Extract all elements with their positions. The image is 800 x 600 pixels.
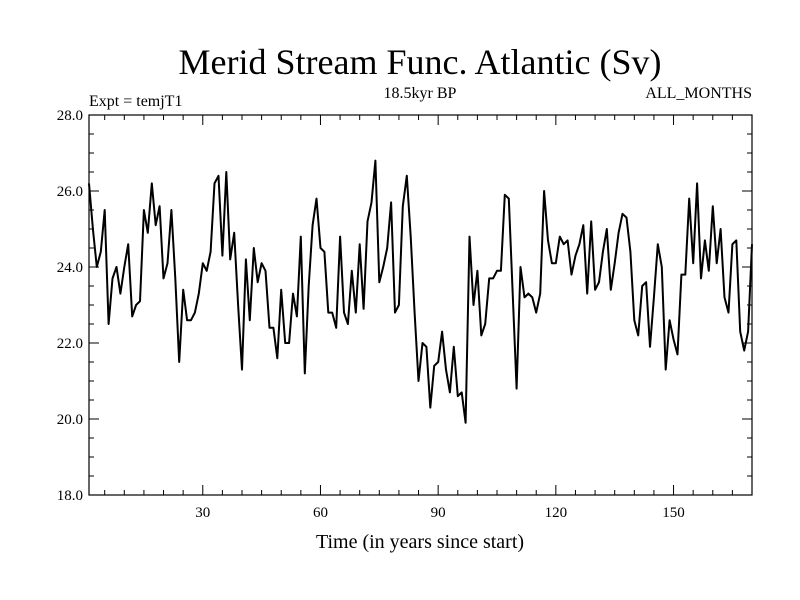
chart-title: Merid Stream Func. Atlantic (Sv) bbox=[179, 42, 662, 82]
x-tick-label: 30 bbox=[195, 505, 210, 521]
y-tick-label: 24.0 bbox=[57, 260, 83, 276]
x-tick-label: 60 bbox=[313, 505, 328, 521]
y-tick-label: 26.0 bbox=[57, 184, 83, 200]
months-label: ALL_MONTHS bbox=[645, 85, 752, 102]
x-axis-title: Time (in years since start) bbox=[316, 531, 524, 553]
y-tick-label: 28.0 bbox=[57, 108, 83, 124]
plot-frame bbox=[88, 114, 753, 496]
x-tick-label: 150 bbox=[662, 505, 685, 521]
experiment-label: Expt = temjT1 bbox=[89, 93, 182, 110]
x-tick-label: 90 bbox=[431, 505, 446, 521]
period-label: 18.5kyr BP bbox=[384, 85, 457, 102]
series-line bbox=[88, 159, 753, 424]
x-tick-label: 120 bbox=[545, 505, 568, 521]
y-tick-label: 22.0 bbox=[57, 336, 83, 352]
y-tick-label: 18.0 bbox=[57, 488, 83, 504]
y-tick-label: 20.0 bbox=[57, 412, 83, 428]
